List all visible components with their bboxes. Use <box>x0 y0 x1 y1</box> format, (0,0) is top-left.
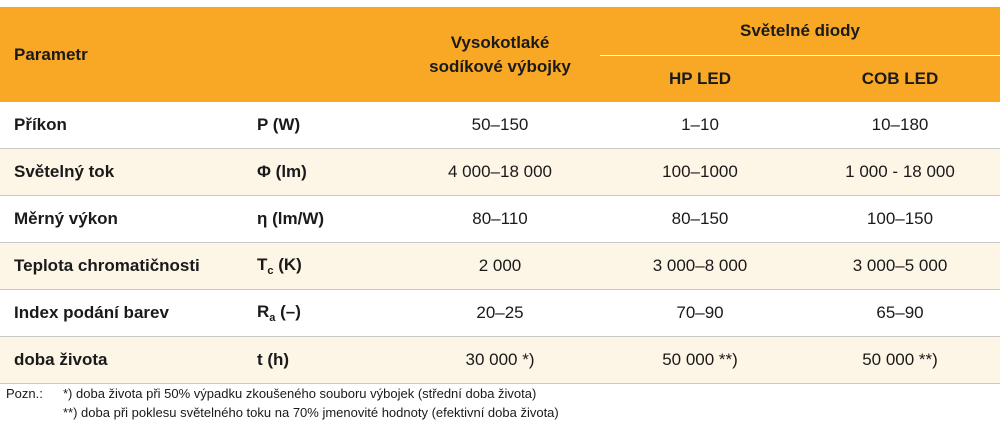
row-unit: η (lm/W) <box>245 195 400 243</box>
footnote-1-text: *) doba života při 50% výpadku zkoušenéh… <box>63 386 537 401</box>
cell-hp-led: 50 000 **) <box>600 336 800 384</box>
cell-hp-led: 70–90 <box>600 289 800 337</box>
cell-cob-led: 65–90 <box>800 289 1001 337</box>
unit-rest: (K) <box>273 255 302 274</box>
row-name: Index podání barev <box>0 289 245 337</box>
cell-cob-led: 10–180 <box>800 102 1001 149</box>
row-unit: Ra (–) <box>245 289 400 337</box>
row-name: Světelný tok <box>0 148 245 196</box>
header-cob-led: COB LED <box>800 55 1001 102</box>
header-diody: Světelné diody <box>600 7 1001 56</box>
header-sodium-line1: Vysokotlaké <box>450 32 550 52</box>
cell-sodium: 50–150 <box>400 102 600 149</box>
row-name: Příkon <box>0 102 245 149</box>
header-hp-led: HP LED <box>600 55 800 102</box>
unit-subscript: c <box>267 265 274 277</box>
row-unit: P (W) <box>245 102 400 149</box>
unit-rest: (–) <box>275 302 301 321</box>
header-sodium-line2: sodíkové výbojky <box>429 56 571 76</box>
footnote-label: Pozn.: <box>6 386 43 401</box>
row-name: doba života <box>0 336 245 384</box>
table-row: Příkon P (W) 50–150 1–10 10–180 <box>0 102 1001 149</box>
table-header: Parametr Vysokotlaké sodíkové výbojky Sv… <box>0 7 1001 102</box>
cell-cob-led: 3 000–5 000 <box>800 242 1001 290</box>
unit-symbol: R <box>257 302 270 321</box>
table-row: Index podání barev Ra (–) 20–25 70–90 65… <box>0 289 1001 337</box>
unit-subscript: a <box>269 312 276 324</box>
cell-sodium: 80–110 <box>400 195 600 243</box>
cell-hp-led: 80–150 <box>600 195 800 243</box>
cell-sodium: 2 000 <box>400 242 600 290</box>
table-row: doba života t (h) 30 000 *) 50 000 **) 5… <box>0 336 1001 384</box>
unit-symbol: T <box>257 255 268 274</box>
row-unit: Φ (lm) <box>245 148 400 196</box>
row-unit: Tc (K) <box>245 242 400 290</box>
row-name: Měrný výkon <box>0 195 245 243</box>
cell-hp-led: 1–10 <box>600 102 800 149</box>
header-sodium-lamps: Vysokotlaké sodíkové výbojky <box>400 7 600 102</box>
footnote-2-text: **) doba při poklesu světelného toku na … <box>63 405 559 420</box>
comparison-table: Parametr Vysokotlaké sodíkové výbojky Sv… <box>0 7 1001 384</box>
cell-sodium: 4 000–18 000 <box>400 148 600 196</box>
cell-sodium: 20–25 <box>400 289 600 337</box>
cell-hp-led: 100–1000 <box>600 148 800 196</box>
footnote-2: **) doba při poklesu světelného toku na … <box>6 403 559 422</box>
header-parametr: Parametr <box>0 7 400 102</box>
footnote-1: Pozn.: *) doba života při 50% výpadku zk… <box>6 384 559 403</box>
table-row: Teplota chromatičnosti Tc (K) 2 000 3 00… <box>0 242 1001 290</box>
footnotes: Pozn.: *) doba života při 50% výpadku zk… <box>6 384 559 422</box>
cell-cob-led: 50 000 **) <box>800 336 1001 384</box>
cell-hp-led: 3 000–8 000 <box>600 242 800 290</box>
row-name: Teplota chromatičnosti <box>0 242 245 290</box>
cell-cob-led: 100–150 <box>800 195 1001 243</box>
table-row: Měrný výkon η (lm/W) 80–110 80–150 100–1… <box>0 195 1001 243</box>
cell-cob-led: 1 000 - 18 000 <box>800 148 1001 196</box>
row-unit: t (h) <box>245 336 400 384</box>
table-row: Světelný tok Φ (lm) 4 000–18 000 100–100… <box>0 148 1001 196</box>
cell-sodium: 30 000 *) <box>400 336 600 384</box>
